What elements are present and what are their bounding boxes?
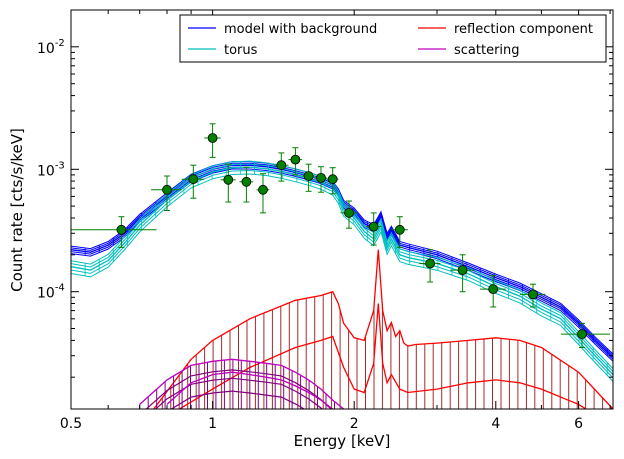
data-point	[220, 163, 236, 203]
data-marker	[316, 172, 326, 183]
data-marker	[116, 224, 127, 235]
data-marker	[258, 184, 268, 195]
data-points	[71, 123, 611, 348]
legend-box	[179, 14, 607, 63]
data-point	[273, 152, 289, 182]
data-point	[519, 283, 546, 308]
data-marker	[457, 265, 468, 276]
hatch-contour	[170, 390, 306, 409]
plot-area	[71, 123, 613, 409]
data-marker	[344, 207, 354, 218]
series-line	[179, 303, 588, 409]
data-point	[560, 322, 611, 348]
legend-label: torus	[224, 43, 258, 58]
data-marker	[241, 176, 252, 187]
band-line	[71, 173, 613, 382]
x-tick-label: 2	[350, 416, 359, 432]
data-point	[391, 216, 408, 248]
data-marker	[162, 184, 172, 195]
data-marker	[276, 160, 287, 171]
plot-frame	[70, 9, 614, 410]
band-line	[71, 164, 613, 358]
series-2	[153, 249, 613, 409]
data-point	[419, 249, 441, 283]
data-point	[302, 163, 315, 192]
data-marker	[488, 284, 499, 295]
data-point	[239, 166, 254, 203]
data-marker	[577, 329, 587, 340]
band-line	[71, 160, 613, 369]
band-line	[71, 162, 613, 356]
data-marker	[303, 171, 314, 181]
series-line	[139, 358, 345, 409]
data-point	[479, 275, 506, 308]
legend-label: model with background	[224, 22, 377, 37]
band-line	[71, 163, 613, 372]
series-line	[71, 164, 613, 358]
x-tick-label: 1	[208, 416, 217, 432]
legend-label: reflection component	[454, 22, 593, 37]
data-point	[326, 167, 339, 195]
data-point	[204, 123, 221, 158]
data-point	[340, 200, 358, 229]
data-point	[151, 175, 182, 211]
series-line	[71, 166, 613, 376]
data-point	[450, 254, 475, 293]
data-point	[181, 164, 205, 199]
data-point	[256, 173, 270, 214]
data-marker	[290, 154, 301, 165]
y-tick-label: 10-3	[37, 160, 65, 179]
data-marker	[425, 258, 436, 269]
data-marker	[207, 133, 218, 143]
y-tick-label: 10-4	[37, 283, 65, 302]
data-marker	[223, 174, 234, 185]
series-1	[71, 160, 613, 382]
data-marker	[368, 221, 379, 232]
series-line	[153, 249, 613, 409]
data-marker	[528, 289, 538, 300]
x-tick-label: 4	[491, 416, 500, 432]
data-point	[314, 166, 327, 193]
data-point	[288, 147, 303, 176]
series-0	[71, 161, 613, 362]
legend-label: scattering	[454, 43, 520, 58]
x-axis-label: Energy [keV]	[294, 432, 391, 450]
series-3	[179, 303, 588, 409]
hatch-contour	[154, 377, 323, 409]
y-axis-label: Count rate [cts/s/keV]	[8, 128, 26, 292]
data-marker	[327, 174, 338, 185]
series-5	[166, 371, 334, 409]
data-point	[366, 212, 381, 246]
y-tick-label: 10-2	[37, 38, 65, 57]
legend: model with background reflection componen…	[179, 14, 607, 63]
x-tick-label: 6	[574, 416, 583, 432]
data-point	[71, 216, 157, 248]
x-tick-label: 0.5	[60, 416, 82, 432]
data-marker	[188, 174, 199, 185]
band-line	[71, 161, 613, 355]
data-marker	[394, 224, 405, 235]
series-line	[166, 371, 334, 409]
